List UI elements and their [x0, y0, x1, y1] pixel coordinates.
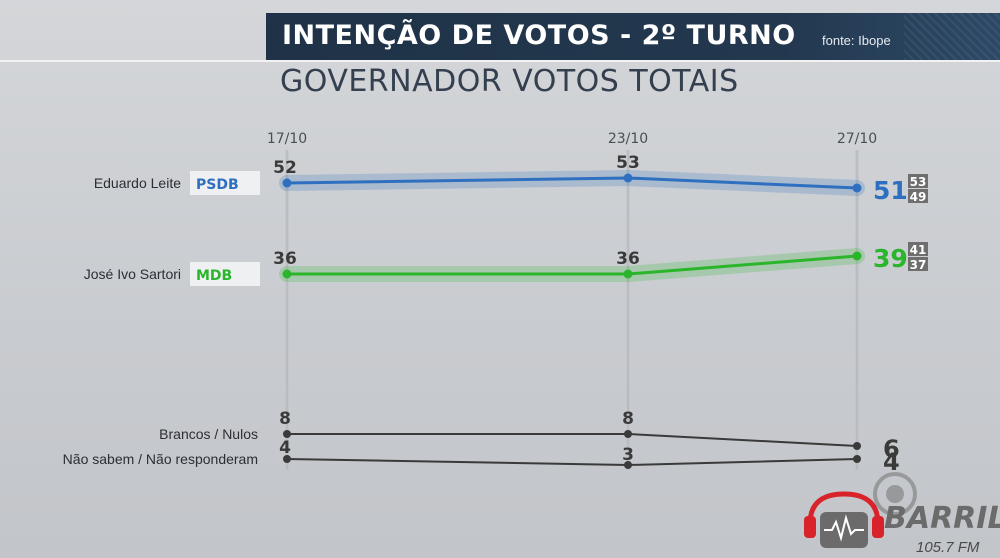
- series-name: Não sabem / Não responderam: [63, 451, 258, 467]
- data-label: 8: [622, 409, 634, 429]
- series-name: José Ivo Sartori: [84, 266, 181, 282]
- data-point-0-0: [282, 178, 292, 188]
- party-tag-1: [190, 262, 260, 286]
- data-label: 4: [279, 438, 291, 458]
- data-label: 8: [279, 409, 291, 429]
- chart-title: INTENÇÃO DE VOTOS - 2º TURNO: [282, 20, 796, 51]
- margin-box-lower: [908, 189, 928, 203]
- title-rule: [0, 60, 1000, 62]
- data-point-1-0: [282, 269, 292, 279]
- data-point-0-1: [623, 173, 633, 183]
- series-band-1: [279, 248, 865, 282]
- data-label: 3: [622, 445, 634, 465]
- title-bar-pattern: [904, 13, 1000, 60]
- data-point-3-1: [624, 461, 632, 469]
- data-point-2-1: [624, 430, 632, 438]
- margin-upper-label: 41: [910, 243, 927, 257]
- title-bar: INTENÇÃO DE VOTOS - 2º TURNO fonte: Ibop…: [266, 13, 1000, 60]
- broadcaster-icon: [873, 472, 917, 516]
- margin-lower-label: 49: [910, 190, 927, 204]
- data-label: 51: [873, 176, 908, 205]
- margin-upper-label: 53: [910, 175, 927, 189]
- data-point-3-2: [853, 455, 861, 463]
- margin-lower-label: 37: [910, 258, 927, 272]
- party-tag-0: [190, 171, 260, 195]
- chart-subtitle: GOVERNADOR VOTOS TOTAIS: [280, 64, 739, 99]
- margin-box-upper: [908, 242, 928, 256]
- data-label: 53: [616, 153, 640, 173]
- party-label: MDB: [196, 268, 232, 284]
- data-point-1-2: [852, 251, 862, 261]
- data-label: 36: [616, 249, 640, 269]
- series-name: Eduardo Leite: [94, 175, 181, 191]
- data-point-1-1: [623, 269, 633, 279]
- data-label: 4: [883, 448, 900, 476]
- x-tick-label: 17/10: [267, 131, 307, 147]
- data-point-0-2: [852, 183, 862, 193]
- margin-box-upper: [908, 174, 928, 188]
- series-line-3: [286, 458, 858, 466]
- data-point-3-0: [283, 455, 291, 463]
- data-label: 52: [273, 158, 297, 178]
- party-label: PSDB: [196, 177, 239, 193]
- data-point-2-2: [853, 442, 861, 450]
- radio-logo: BARRIL 105.7 FM: [804, 472, 1000, 556]
- data-point-2-0: [283, 430, 291, 438]
- series-name: Brancos / Nulos: [159, 426, 258, 442]
- x-tick-label: 27/10: [837, 131, 877, 147]
- series-line-2: [287, 433, 858, 447]
- logo-frequency: 105.7 FM: [916, 539, 980, 556]
- data-label: 36: [273, 249, 297, 269]
- x-tick-label: 23/10: [608, 131, 648, 147]
- margin-box-lower: [908, 257, 928, 271]
- logo-brand: BARRIL: [884, 501, 1000, 536]
- data-label: 6: [883, 435, 900, 463]
- headphones-icon: [804, 491, 884, 548]
- source-label: fonte: Ibope: [822, 33, 891, 48]
- data-label: 39: [873, 244, 908, 273]
